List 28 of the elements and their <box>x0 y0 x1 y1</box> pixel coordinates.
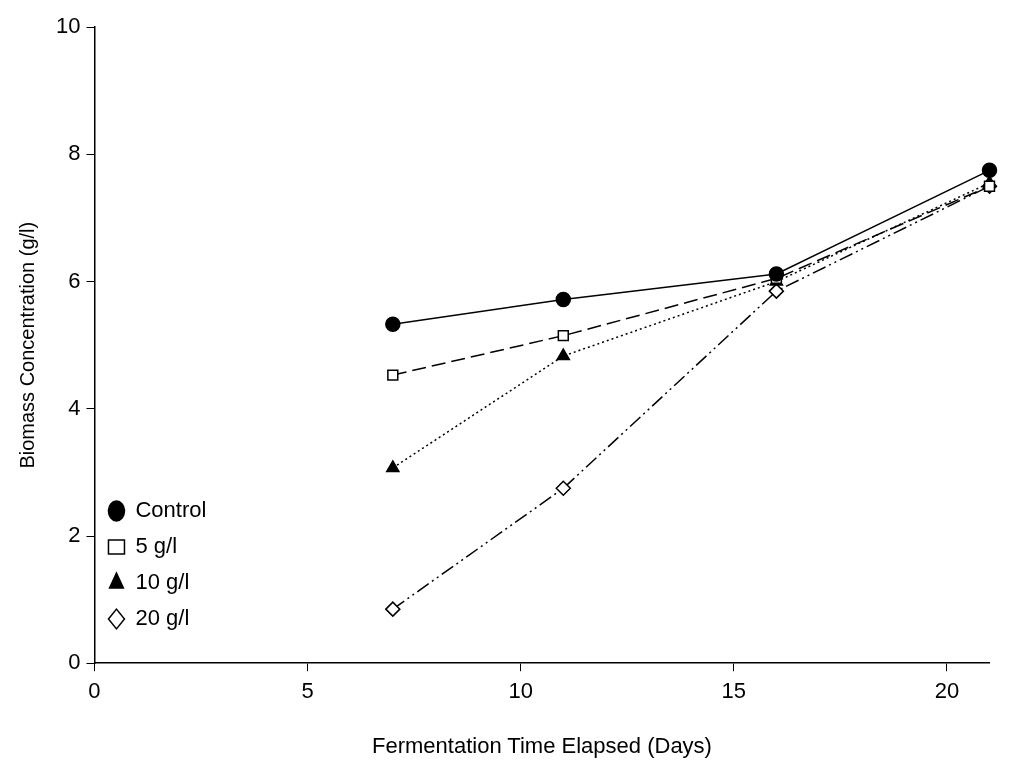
x-axis-title: Fermentation Time Elapsed (Days) <box>372 732 712 758</box>
point <box>768 266 785 282</box>
y-tick-label: 0 <box>68 649 81 675</box>
point <box>768 283 785 299</box>
point <box>385 316 401 332</box>
x-tick-label: 0 <box>88 678 101 704</box>
y-axis-title: Biomass Concentration (g/l) <box>15 221 38 469</box>
point <box>386 460 400 473</box>
y-tick-label: 2 <box>68 522 81 548</box>
legend-label: 20 g/l <box>135 605 190 631</box>
y-tick-label: 10 <box>55 13 81 39</box>
point <box>557 329 569 342</box>
point <box>555 480 572 497</box>
point <box>981 162 998 179</box>
y-tick-label: 4 <box>68 394 81 420</box>
y-tick-label: 6 <box>68 267 81 293</box>
legend-label: 10 g/l <box>135 569 190 595</box>
legend-label: 5 g/l <box>135 533 178 559</box>
legend-label: Control <box>135 497 207 523</box>
x-tick-label: 20 <box>934 678 960 704</box>
point <box>555 291 572 308</box>
point <box>387 369 399 381</box>
y-tick-label: 8 <box>68 140 81 166</box>
x-tick-label: 5 <box>301 678 314 704</box>
point <box>385 601 401 617</box>
x-tick-label: 15 <box>721 678 747 704</box>
x-tick-label: 10 <box>508 678 533 704</box>
point <box>556 348 571 361</box>
